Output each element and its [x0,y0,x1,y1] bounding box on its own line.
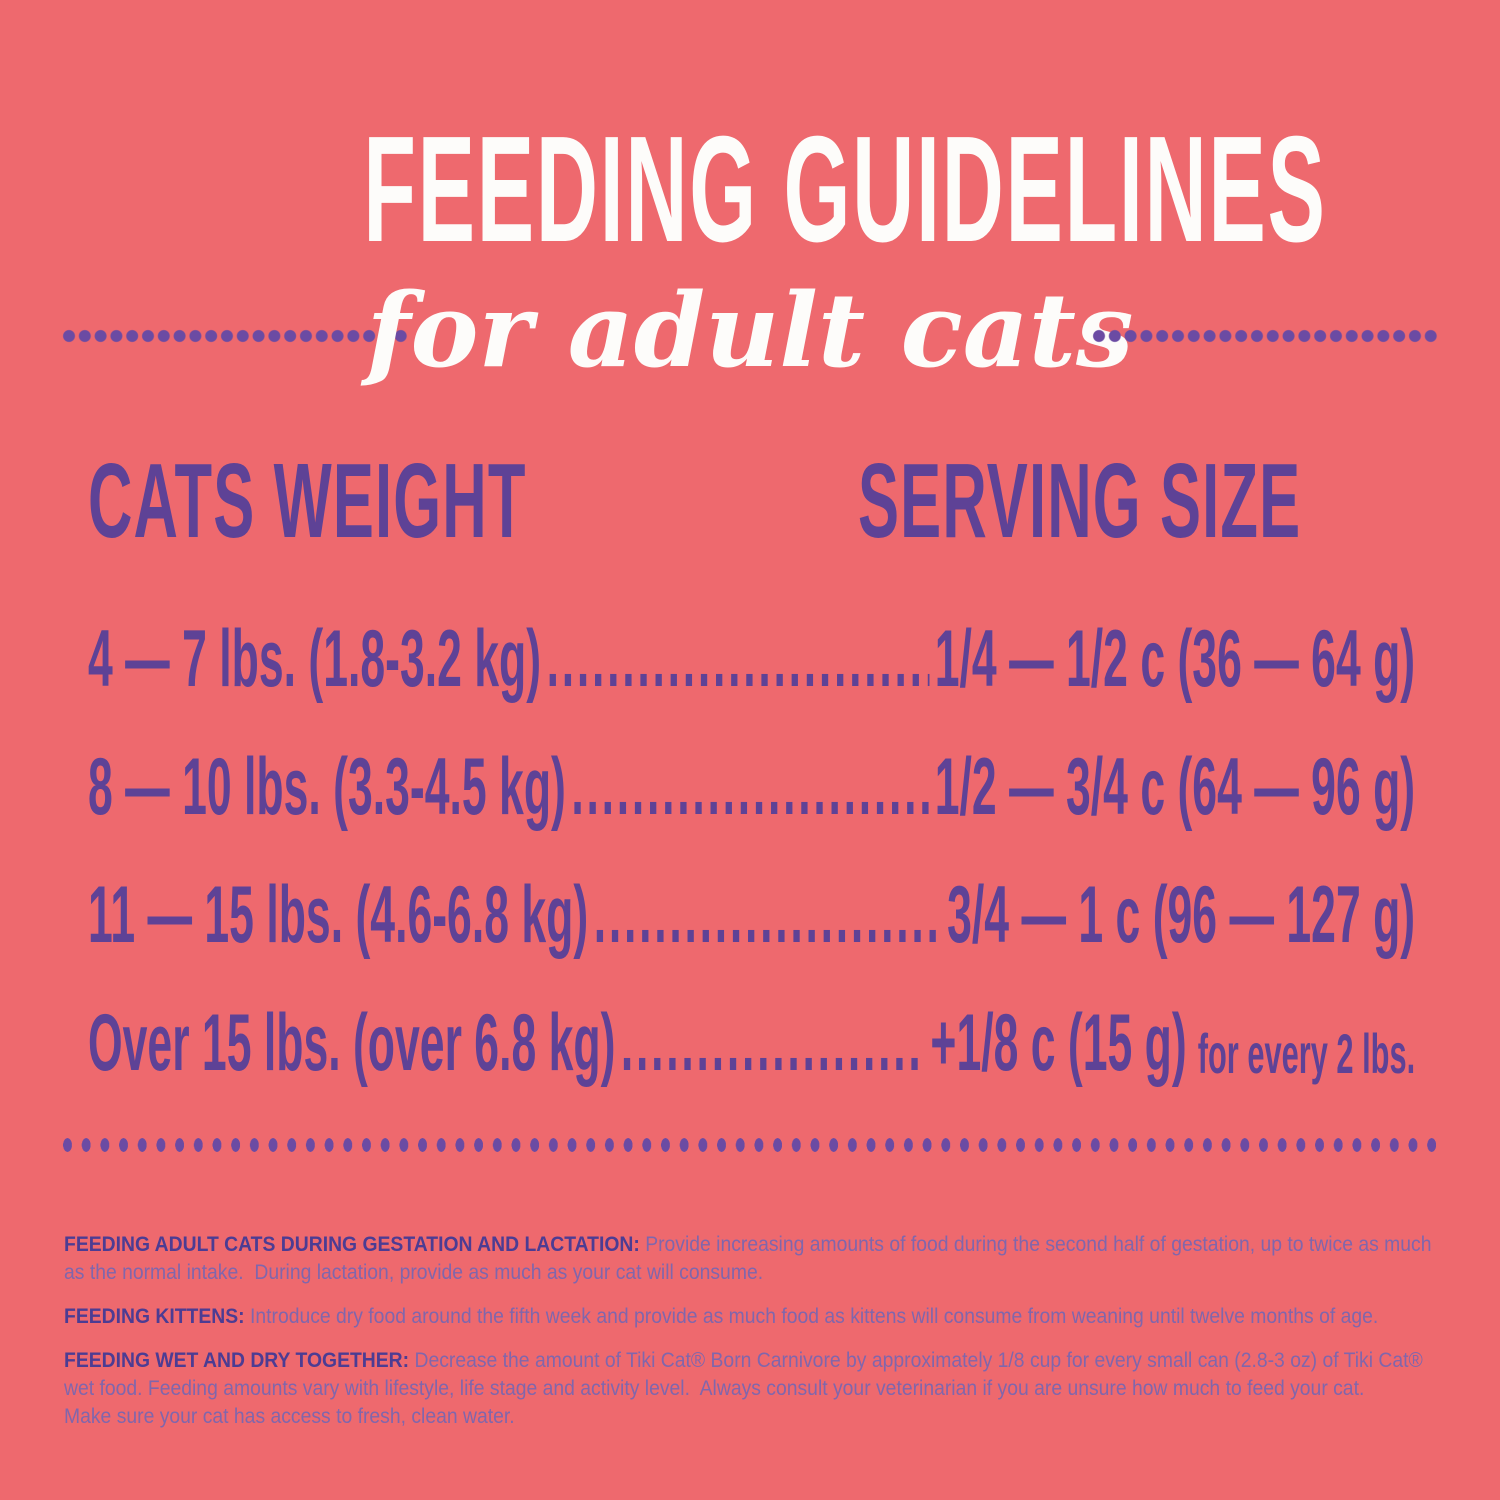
title-wrap: FEEDING GUIDELINES [0,113,1500,264]
serving-size-value: 1/2 — 3/4 c (64 — 96 g) [934,742,1416,832]
note-text: Decrease the amount of Tiki Cat® Born Ca… [64,1348,1429,1400]
dotted-separator [62,1136,1440,1154]
dot-leader: .................................... [571,747,929,828]
cats-weight-value: 4 — 7 lbs. (1.8-3.2 kg) [88,614,542,704]
table-row: 8 — 10 lbs. (3.3-4.5 kg) ...............… [88,747,1415,828]
note-text: Provide increasing amounts of food durin… [64,1232,1437,1284]
note-label: FEEDING WET AND DRY TOGETHER: [64,1348,410,1372]
note-gestation-lactation: FEEDING ADULT CATS DURING GESTATION AND … [64,1230,1443,1286]
note-kittens: FEEDING KITTENS: Introduce dry food arou… [64,1302,1443,1330]
table-row: 4 — 7 lbs. (1.8-3.2 kg) ................… [88,619,1415,700]
serving-size-value: 1/4 — 1/2 c (36 — 64 g) [934,614,1416,704]
dotted-line-left [62,329,408,343]
dot-leader: .................................... [620,1003,925,1084]
dotted-line-right [1092,329,1438,343]
note-label: FEEDING KITTENS: [64,1304,245,1328]
note-text-line2: Make sure your cat has access to fresh, … [64,1404,515,1428]
cats-weight-value: 11 — 15 lbs. (4.6-6.8 kg) [88,870,589,960]
cats-weight-value: 8 — 10 lbs. (3.3-4.5 kg) [88,742,566,832]
cats-weight-value: Over 15 lbs. (over 6.8 kg) [88,998,616,1088]
column-header-serving-size: SERVING SIZE [858,442,1302,560]
serving-size-value: +1/8 c (15 g) [930,998,1187,1088]
column-header-cats-weight: CATS WEIGHT [88,442,527,560]
fine-print-notes: FEEDING ADULT CATS DURING GESTATION AND … [64,1230,1443,1446]
dot-leader: .................................... [593,875,942,956]
serving-size-value: 3/4 — 1 c (96 — 127 g) [947,870,1416,960]
table-row: Over 15 lbs. (over 6.8 kg) .............… [88,1003,1415,1084]
note-wet-and-dry: FEEDING WET AND DRY TOGETHER: Decrease t… [64,1346,1443,1430]
dot-leader: .................................... [546,619,930,700]
page-subtitle: for adult cats [366,271,1134,391]
serving-size-suffix: for every 2 lbs. [1197,1022,1416,1085]
table-row: 11 — 15 lbs. (4.6-6.8 kg) ..............… [88,875,1415,956]
page-title: FEEDING GUIDELINES [363,104,1327,273]
subtitle-wrap: for adult cats [0,268,1500,396]
note-label: FEEDING ADULT CATS DURING GESTATION AND … [64,1232,640,1256]
note-text: Introduce dry food around the fifth week… [249,1304,1379,1328]
